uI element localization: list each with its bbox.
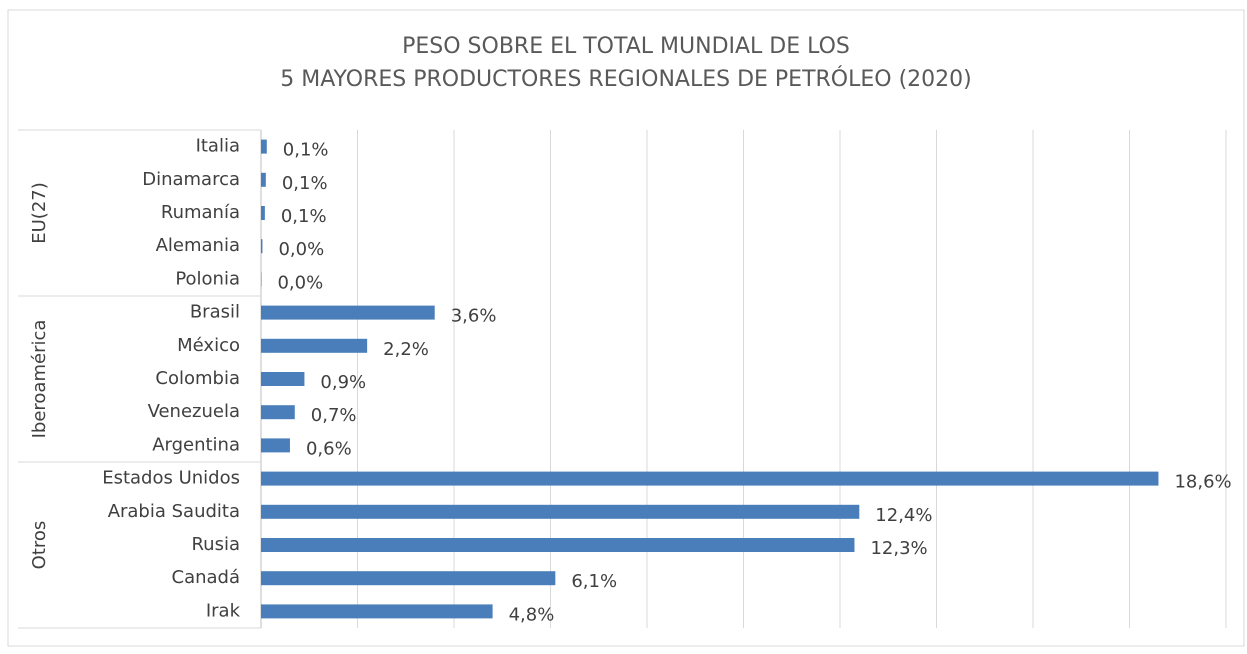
data-label: 0,7% [311,405,357,426]
bar [261,604,493,618]
bar [261,405,295,419]
bar [261,239,262,253]
bar [261,206,265,220]
data-label: 12,3% [870,538,927,559]
data-label: 0,0% [277,272,323,293]
y-tick-label: Rusia [191,534,240,555]
y-tick-label: Estados Unidos [102,468,240,489]
y-tick-label: Brasil [190,302,240,323]
data-label: 18,6% [1174,472,1231,493]
bar [261,505,859,519]
data-label: 0,1% [283,140,329,161]
group-label: EU(27) [29,182,50,244]
bar [261,140,267,154]
data-label: 2,2% [383,339,429,360]
y-tick-label: Alemania [156,235,240,256]
data-label: 0,1% [281,206,327,227]
y-tick-label: Canadá [172,567,241,588]
group-label: Iberoamérica [29,320,50,439]
chart-title: 5 MAYORES PRODUCTORES REGIONALES DE PETR… [280,66,972,92]
y-tick-label: Rumanía [161,202,240,223]
bar [261,372,304,386]
bar [261,438,290,452]
y-tick-label: Argentina [152,434,240,455]
y-tick-label: Irak [206,600,241,621]
y-tick-label: Arabia Saudita [108,501,240,522]
y-tick-label: Dinamarca [142,169,240,190]
y-tick-label: Polonia [175,268,240,289]
chart-title: PESO SOBRE EL TOTAL MUNDIAL DE LOS [402,34,850,59]
bar [261,571,555,585]
data-label: 4,8% [509,604,555,625]
data-label: 6,1% [571,571,617,592]
bar [261,339,367,353]
bar [261,538,854,552]
bar [261,306,435,320]
data-label: 3,6% [451,306,497,327]
data-label: 0,9% [320,372,366,393]
bar [261,173,266,187]
group-label: Otros [29,521,50,570]
data-label: 12,4% [875,505,932,526]
y-tick-label: Venezuela [148,401,240,422]
y-tick-label: Italia [196,136,240,157]
data-label: 0,6% [306,438,352,459]
y-tick-label: México [177,335,240,356]
data-label: 0,1% [282,173,328,194]
data-label: 0,0% [278,239,324,260]
bar [261,472,1158,486]
y-tick-label: Colombia [155,368,240,389]
